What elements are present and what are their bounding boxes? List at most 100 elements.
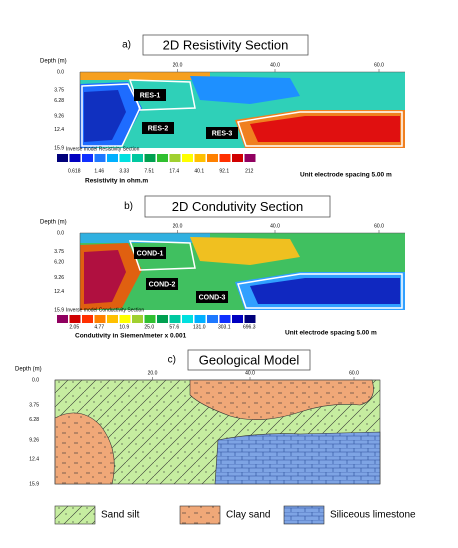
depth-tick-label: 12.4 <box>54 127 64 133</box>
depth-tick-label: 9.26 <box>54 275 64 281</box>
scale-swatch <box>207 154 218 162</box>
scale-value: 17.4 <box>169 168 179 174</box>
zone-box <box>134 89 166 101</box>
panel-title: 2D Resistivity Section <box>163 37 289 52</box>
zone-box <box>134 247 166 259</box>
scale-swatch <box>107 154 118 162</box>
depth-tick-label: 0.0 <box>57 230 64 236</box>
depth-axis-title: Depth (m) <box>40 59 67 65</box>
scale-swatch <box>207 315 218 323</box>
depth-tick-label: 15.9 <box>54 145 64 151</box>
panel-label: a) <box>122 40 131 51</box>
depth-tick-label: 12.4 <box>54 289 64 295</box>
zone-box <box>146 278 178 290</box>
x-tick-label: 60.0 <box>374 62 384 68</box>
scale-swatch <box>82 315 93 323</box>
title-box <box>142 34 309 56</box>
panel-title: 2D Condutivity Section <box>172 199 304 214</box>
zone-label: COND-2 <box>149 281 176 288</box>
spacing-note: Unit electrode spacing 5.00 m <box>285 330 377 337</box>
depth-tick-label: 3.75 <box>54 88 64 94</box>
scale-value: 40.1 <box>194 168 204 174</box>
scale-value: 1.46 <box>94 168 104 174</box>
x-tick-label: 60.0 <box>349 370 359 376</box>
depth-tick-label: 15.9 <box>54 307 64 313</box>
title-box <box>144 195 331 218</box>
scale-value: 2.05 <box>69 324 79 330</box>
depth-tick-label: 6.28 <box>54 98 64 104</box>
scale-swatch <box>132 154 143 162</box>
x-tick-label: 20.0 <box>173 62 183 68</box>
scale-swatch <box>144 315 156 323</box>
scale-swatch <box>57 154 68 162</box>
depth-tick-label: 9.26 <box>29 438 39 444</box>
scale-swatch <box>119 154 131 162</box>
scale-swatch <box>69 154 81 162</box>
zone-box <box>206 127 238 139</box>
scale-swatch <box>94 154 106 162</box>
scale-swatch <box>194 315 206 323</box>
scale-value: 696.3 <box>243 324 256 330</box>
scale-value: 57.6 <box>169 324 179 330</box>
depth-tick-label: 3.75 <box>54 249 64 255</box>
depth-tick-label: 9.26 <box>54 113 64 119</box>
panel-label: b) <box>124 201 133 212</box>
scale-swatch <box>219 154 231 162</box>
spacing-note: Unit electrode spacing 5.00 m <box>300 172 392 179</box>
x-tick-label: 20.0 <box>173 223 183 229</box>
scale-swatch <box>107 315 118 323</box>
scale-swatch <box>169 154 181 162</box>
scale-title: Resistivity in ohm.m <box>85 178 148 185</box>
zone-label: RES-1 <box>140 92 161 99</box>
scale-swatch <box>119 315 131 323</box>
legend-label: Siliceous limestone <box>330 510 416 521</box>
panel-label: c) <box>168 355 176 366</box>
legend-swatch <box>179 505 221 525</box>
depth-tick-label: 3.75 <box>29 402 39 408</box>
depth-tick-label: 15.9 <box>29 481 39 487</box>
scale-swatch <box>69 315 81 323</box>
depth-tick-label: 12.4 <box>29 456 39 462</box>
depth-axis-title: Depth (m) <box>15 367 42 373</box>
scale-value: 131.0 <box>193 324 206 330</box>
scale-caption: Inverse model Conductivity Section <box>66 307 144 313</box>
scale-swatch <box>244 315 256 323</box>
scale-swatch <box>194 154 206 162</box>
scale-swatch <box>82 154 93 162</box>
legend-label: Clay sand <box>226 510 270 521</box>
scale-swatch <box>94 315 106 323</box>
legend-label: Sand silt <box>101 510 140 521</box>
scale-value: 303.1 <box>218 324 231 330</box>
zone-label: COND-3 <box>199 294 226 301</box>
scale-swatch <box>232 154 243 162</box>
scale-swatch <box>169 315 181 323</box>
zone-box <box>142 122 174 134</box>
depth-tick-label: 6.20 <box>54 260 64 266</box>
depth-tick-label: 6.28 <box>29 417 39 423</box>
scale-swatch <box>57 315 68 323</box>
scale-swatch <box>182 154 193 162</box>
zone-label: RES-2 <box>148 125 169 132</box>
title-box <box>187 349 311 371</box>
x-tick-label: 60.0 <box>374 223 384 229</box>
scale-value: 3.33 <box>119 168 129 174</box>
scale-value: 0.618 <box>68 168 81 174</box>
scale-value: 92.1 <box>219 168 229 174</box>
scale-swatch <box>232 315 243 323</box>
scale-swatch <box>182 315 193 323</box>
depth-tick-label: 0.0 <box>57 69 64 75</box>
x-tick-label: 40.0 <box>270 223 280 229</box>
x-tick-label: 40.0 <box>245 370 255 376</box>
scale-caption: Inverse model Resistivity Section <box>66 146 140 152</box>
scale-value: 25.0 <box>144 324 154 330</box>
zone-label: RES-3 <box>212 130 233 137</box>
panel-title: Geological Model <box>199 352 300 367</box>
scale-swatch <box>157 315 168 323</box>
scale-value: 212 <box>245 168 254 174</box>
scale-swatch <box>244 154 256 162</box>
conductivity-section <box>80 233 405 310</box>
legend-swatch <box>54 505 96 525</box>
scale-swatch <box>157 154 168 162</box>
depth-axis-title: Depth (m) <box>40 220 67 226</box>
